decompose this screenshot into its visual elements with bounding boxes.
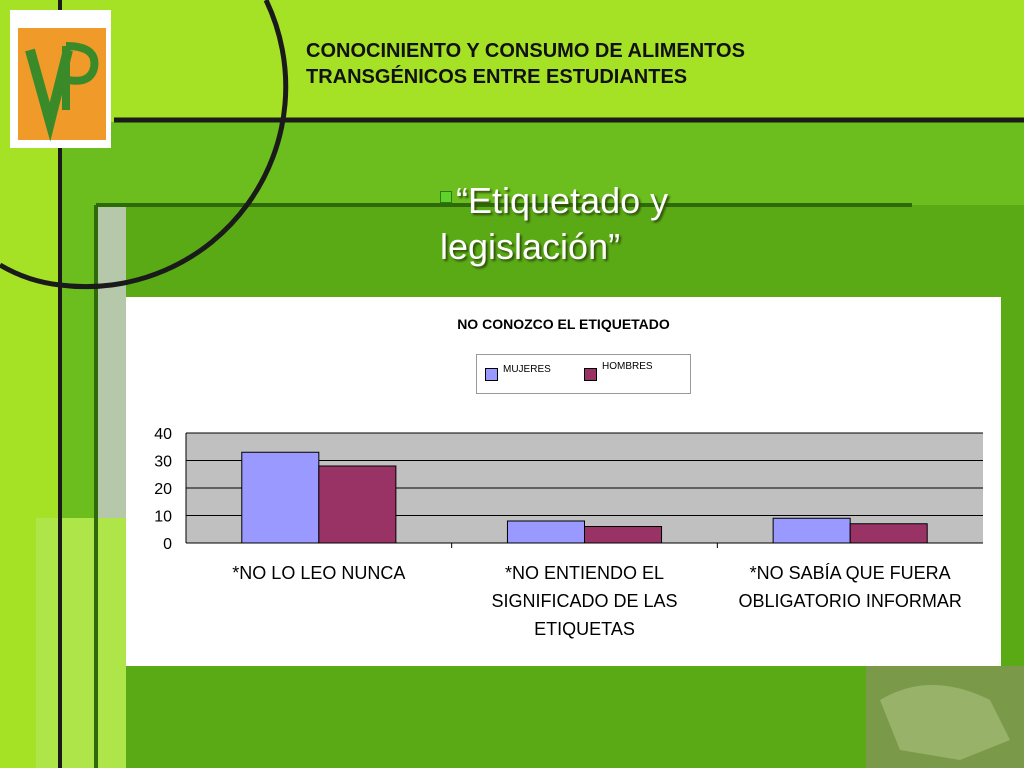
y-tick-label: 10 — [154, 509, 172, 526]
slide-subtitle: “Etiquetado y legislación” — [440, 178, 668, 270]
bar-hombres-3 — [849, 523, 928, 544]
y-tick-label: 40 — [154, 426, 172, 443]
y-tick-label: 20 — [154, 481, 172, 498]
chart-title: NO CONOZCO EL ETIQUETADO — [457, 316, 670, 332]
bar-hombres-2 — [584, 526, 663, 544]
subtitle-text-1: “Etiquetado y — [456, 180, 669, 221]
x-category-label: *NO SABÍA QUE FUERA — [750, 563, 951, 583]
x-category-label: *NO LO LEO NUNCA — [232, 563, 405, 583]
y-tick-label: 0 — [163, 536, 172, 553]
bar-hombres-1 — [318, 465, 397, 544]
x-category-label: ETIQUETAS — [534, 619, 635, 639]
x-category-label: *NO ENTIENDO EL — [505, 563, 664, 583]
bar-mujeres-1 — [241, 451, 320, 544]
legend-swatch-mujeres — [485, 368, 498, 381]
page-title-line-1: CONOCINIENTO Y CONSUMO DE ALIMENTOS — [306, 40, 745, 62]
subtitle-line-2: legislación” — [440, 226, 621, 267]
chart-panel: NO CONOZCO EL ETIQUETADO MUJERES HOMBRES… — [126, 297, 1001, 666]
x-category-label: SIGNIFICADO DE LAS — [491, 591, 677, 611]
vp-logo-icon — [18, 28, 106, 142]
bar-chart: 0 10 20 30 40 *NO LO LEO NUNCA *NO ENTIENDO EL… — [154, 426, 983, 639]
page-title: CONOCINIENTO Y CONSUMO DE ALIMENTOS TRAN… — [306, 38, 946, 90]
bar-mujeres-2 — [506, 520, 585, 544]
subtitle-line-1: “Etiquetado y — [440, 178, 668, 224]
chart-legend: MUJERES HOMBRES — [476, 354, 691, 394]
legend-label-hombres: HOMBRES — [602, 361, 653, 372]
legend-swatch-hombres — [584, 368, 597, 381]
page-title-line-2: TRANSGÉNICOS ENTRE ESTUDIANTES — [306, 66, 688, 88]
vp-logo — [10, 10, 111, 148]
y-tick-label: 30 — [154, 454, 172, 471]
x-category-label: OBLIGATORIO INFORMAR — [738, 591, 961, 611]
legend-label-mujeres: MUJERES — [503, 364, 551, 375]
bullet-icon — [440, 191, 452, 204]
bar-mujeres-3 — [772, 517, 851, 544]
